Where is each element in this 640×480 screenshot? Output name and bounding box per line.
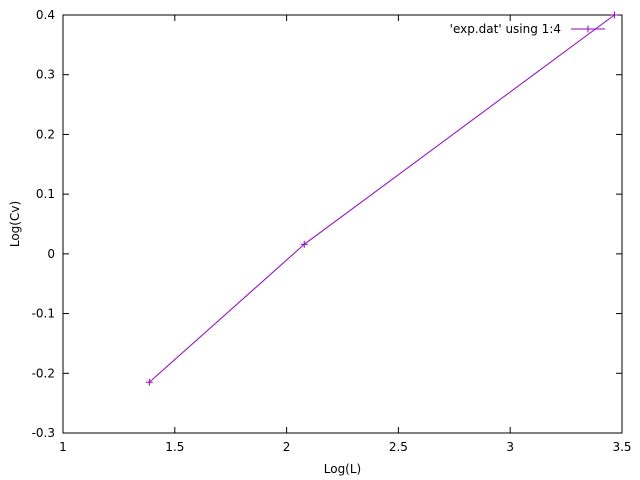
y-tick-label: 0.2: [36, 127, 55, 141]
y-tick-label: -0.2: [32, 366, 55, 380]
y-tick-label: 0: [47, 247, 55, 261]
series-line: [148, 14, 615, 383]
legend-label: 'exp.dat' using 1:4: [450, 22, 561, 36]
y-axis-label: Log(Cv): [8, 201, 22, 247]
y-tick-label: 0.1: [36, 187, 55, 201]
x-tick-labels: 1 1.5 2 2.5 3 3.5: [59, 440, 631, 454]
axes-frame: [62, 14, 623, 434]
tick-marks: [62, 14, 623, 434]
y-tick-label: 0.3: [36, 68, 55, 82]
data-point: [145, 378, 153, 386]
series-layer: [145, 11, 618, 386]
x-tick-label: 1.5: [165, 440, 184, 454]
legend: 'exp.dat' using 1:4: [450, 22, 605, 36]
y-tick-label: 0.4: [36, 8, 55, 22]
data-point: [300, 240, 308, 248]
x-axis-label: Log(L): [324, 462, 361, 476]
y-tick-label: -0.1: [32, 307, 55, 321]
x-tick-label: 2: [283, 440, 291, 454]
y-tick-labels: -0.3 -0.2 -0.1 0 0.1 0.2 0.3 0.4: [32, 8, 55, 440]
x-tick-label: 3.5: [612, 440, 631, 454]
data-point: [610, 11, 618, 19]
x-tick-label: 1: [59, 440, 67, 454]
x-tick-label: 2.5: [389, 440, 408, 454]
y-tick-label: -0.3: [32, 426, 55, 440]
x-tick-label: 3: [506, 440, 514, 454]
plot-border: [62, 14, 623, 434]
